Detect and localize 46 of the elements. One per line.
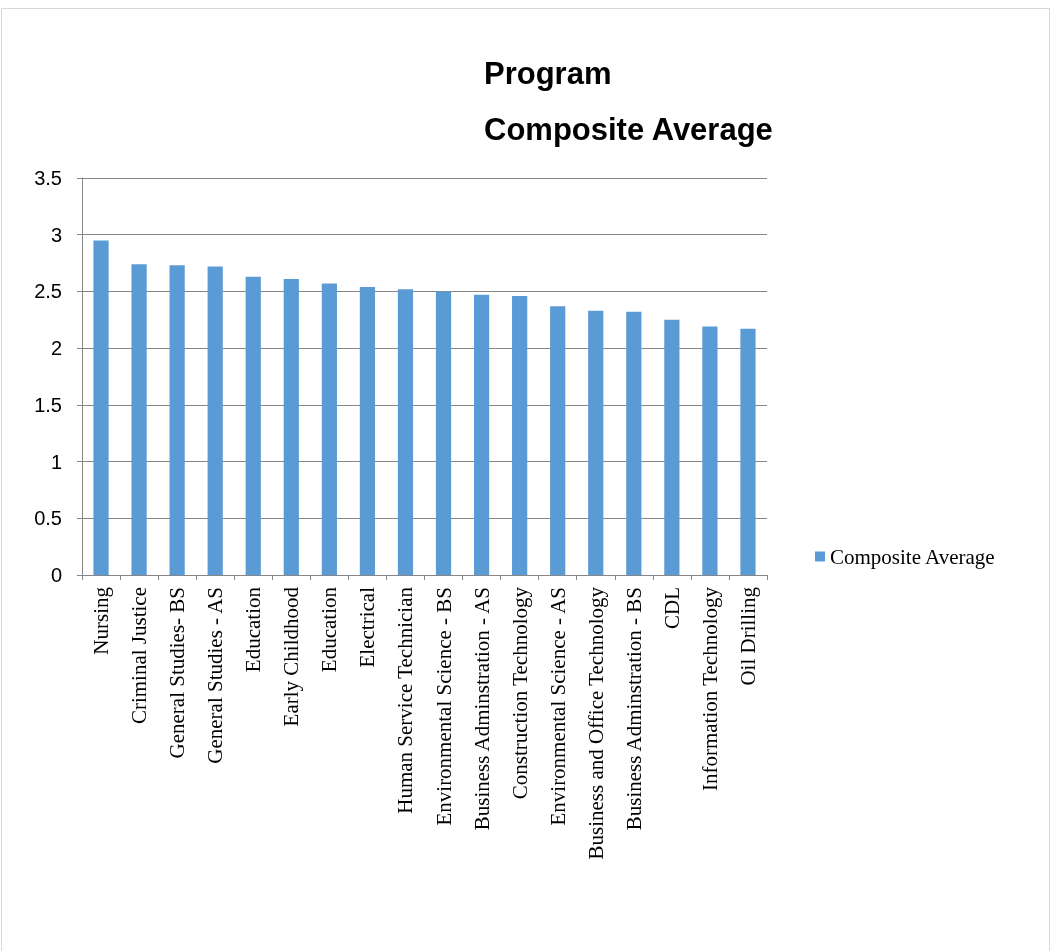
bar — [131, 264, 147, 575]
x-tick-label: Electrical — [355, 586, 380, 668]
x-tick-label: Education — [317, 586, 342, 673]
x-tick-label: Criminal Justice — [127, 587, 152, 725]
x-tick-label: Environmental Science - AS — [545, 587, 570, 826]
x-tick-label: Construction Technology — [507, 586, 532, 800]
y-tick-label: 2.5 — [34, 280, 62, 303]
bar — [435, 291, 452, 575]
bar — [321, 283, 337, 575]
x-tick-label: Oil Drilling — [735, 586, 760, 686]
bar — [473, 294, 490, 575]
x-tick-label: Early Childhood — [279, 586, 304, 727]
bar — [397, 289, 414, 575]
x-tick-label: General Studies- BS — [165, 587, 190, 759]
bar — [626, 311, 642, 575]
bar — [702, 326, 718, 575]
bar — [169, 265, 185, 575]
x-tick-label: Human Service Technician — [393, 586, 418, 814]
bar — [512, 295, 528, 575]
x-tick-label: Business and Office Technology — [583, 586, 608, 860]
legend-label: Composite Average — [830, 544, 995, 569]
bar — [245, 276, 261, 575]
bar — [207, 266, 223, 575]
y-tick-label: 3 — [50, 223, 62, 246]
y-tick-label: 0 — [50, 564, 62, 586]
bar — [359, 286, 376, 575]
bar — [283, 278, 299, 575]
bar — [740, 328, 756, 575]
chart-title: Program Composite Average — [484, 55, 773, 147]
y-tick-label: 1.5 — [34, 393, 62, 416]
x-tick-label: Nursing — [89, 586, 114, 655]
bar — [664, 319, 680, 575]
y-tick-label: 2 — [50, 337, 62, 360]
x-tick-label: Business Adminstration - AS — [469, 587, 494, 831]
bar — [588, 310, 604, 575]
x-tick-label: CDL — [659, 587, 684, 629]
x-tick-label: Business Adminstration - BS — [621, 587, 646, 831]
y-tick-label: 0.5 — [34, 507, 62, 530]
x-tick-label: Environmental Science - BS — [431, 587, 456, 826]
x-tick-label: Information Technology — [697, 586, 722, 792]
x-tick-label: Education — [241, 586, 266, 673]
y-tick-label: 1 — [50, 450, 62, 473]
bar — [550, 306, 566, 575]
bar — [93, 240, 109, 575]
x-tick-label: General Studies - AS — [203, 587, 228, 764]
y-tick-label: 3.5 — [34, 167, 62, 189]
